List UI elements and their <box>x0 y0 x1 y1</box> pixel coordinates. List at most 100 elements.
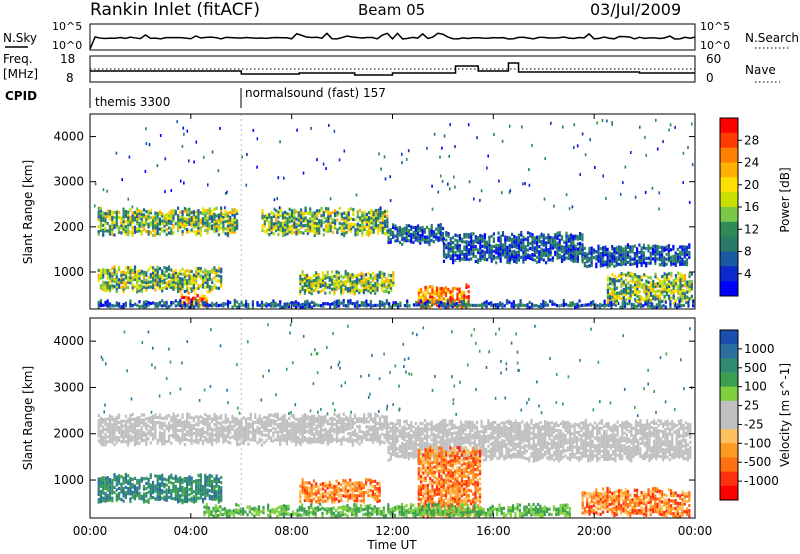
range-cell <box>165 414 168 418</box>
range-cell <box>547 253 550 257</box>
range-cell <box>417 236 420 241</box>
range-cell <box>120 435 123 439</box>
range-cell <box>111 415 114 419</box>
range-cell <box>343 224 346 228</box>
range-cell <box>606 247 609 251</box>
range-cell <box>651 249 655 253</box>
range-cell <box>170 418 173 422</box>
range-cell <box>649 276 653 280</box>
range-cell <box>183 282 186 286</box>
range-cell <box>677 286 680 290</box>
range-cell <box>387 423 390 427</box>
range-cell <box>272 431 275 435</box>
range-cell <box>245 302 248 306</box>
range-cell <box>421 238 424 242</box>
range-cell <box>501 302 504 306</box>
range-cell <box>122 429 125 433</box>
range-cell <box>474 247 477 251</box>
range-cell <box>306 229 309 233</box>
range-cell <box>571 301 574 305</box>
range-cell <box>556 246 559 250</box>
range-cell <box>576 259 579 263</box>
range-cell <box>474 235 477 239</box>
range-cell <box>294 440 298 444</box>
range-cell <box>226 221 230 225</box>
range-cell <box>197 423 200 427</box>
range-cell <box>118 428 121 432</box>
range-cell <box>358 427 361 431</box>
range-cell <box>479 256 482 260</box>
range-cell <box>372 430 375 434</box>
range-cell <box>106 304 109 308</box>
range-cell <box>102 188 105 192</box>
range-cell <box>324 302 327 306</box>
range-cell <box>351 290 354 294</box>
range-cell <box>349 288 352 292</box>
range-cell <box>345 218 348 222</box>
range-cell <box>470 247 473 251</box>
range-cell <box>290 414 293 418</box>
range-cell <box>656 284 659 288</box>
range-cell <box>611 273 614 277</box>
range-cell <box>304 413 307 417</box>
range-cell <box>136 229 139 233</box>
range-cell <box>410 225 413 229</box>
range-cell <box>412 433 415 437</box>
range-cell <box>363 225 366 229</box>
range-cell <box>663 248 666 252</box>
range-cell <box>565 249 568 253</box>
range-cell <box>120 216 123 220</box>
range-cell <box>238 427 241 431</box>
range-cell <box>174 415 177 419</box>
range-cell <box>356 232 359 236</box>
range-cell <box>470 249 473 253</box>
range-cell <box>691 163 694 167</box>
range-cell <box>138 209 141 213</box>
range-cell <box>201 280 205 284</box>
range-cell <box>538 252 541 256</box>
range-cell <box>161 212 164 216</box>
range-cell <box>387 430 390 434</box>
range-cell <box>300 220 303 225</box>
range-cell <box>294 443 298 447</box>
range-cell <box>122 277 125 281</box>
range-cell <box>634 275 637 279</box>
range-cell <box>376 414 379 418</box>
range-cell <box>458 253 461 258</box>
range-cell <box>195 220 198 224</box>
range-cell <box>165 215 168 219</box>
range-cell <box>215 440 218 444</box>
range-cell <box>451 302 454 306</box>
range-cell <box>368 221 371 225</box>
range-cell <box>354 233 357 237</box>
range-cell <box>129 271 132 275</box>
range-cell <box>226 417 230 421</box>
range-cell <box>222 430 225 434</box>
range-cell <box>401 451 404 456</box>
range-cell <box>385 420 388 424</box>
range-cell <box>681 250 684 254</box>
range-cell <box>481 234 484 238</box>
range-cell <box>181 230 184 234</box>
range-cell <box>642 304 645 308</box>
range-cell <box>333 274 336 278</box>
range-cell <box>245 183 248 187</box>
range-cell <box>407 436 411 440</box>
range-cell <box>461 240 464 244</box>
range-cell <box>181 428 184 432</box>
range-cell <box>251 438 254 442</box>
range-cell <box>623 304 627 308</box>
range-cell <box>206 228 209 233</box>
range-cell <box>138 269 141 273</box>
range-cell <box>124 276 127 280</box>
range-cell <box>127 430 130 434</box>
range-cell <box>617 250 621 254</box>
range-cell <box>410 235 413 239</box>
range-cell <box>145 217 148 221</box>
range-cell <box>451 289 454 293</box>
range-cell <box>256 301 259 305</box>
range-cell <box>649 298 653 302</box>
range-cell <box>337 286 340 290</box>
range-cell <box>215 417 218 421</box>
range-cell <box>540 257 543 261</box>
